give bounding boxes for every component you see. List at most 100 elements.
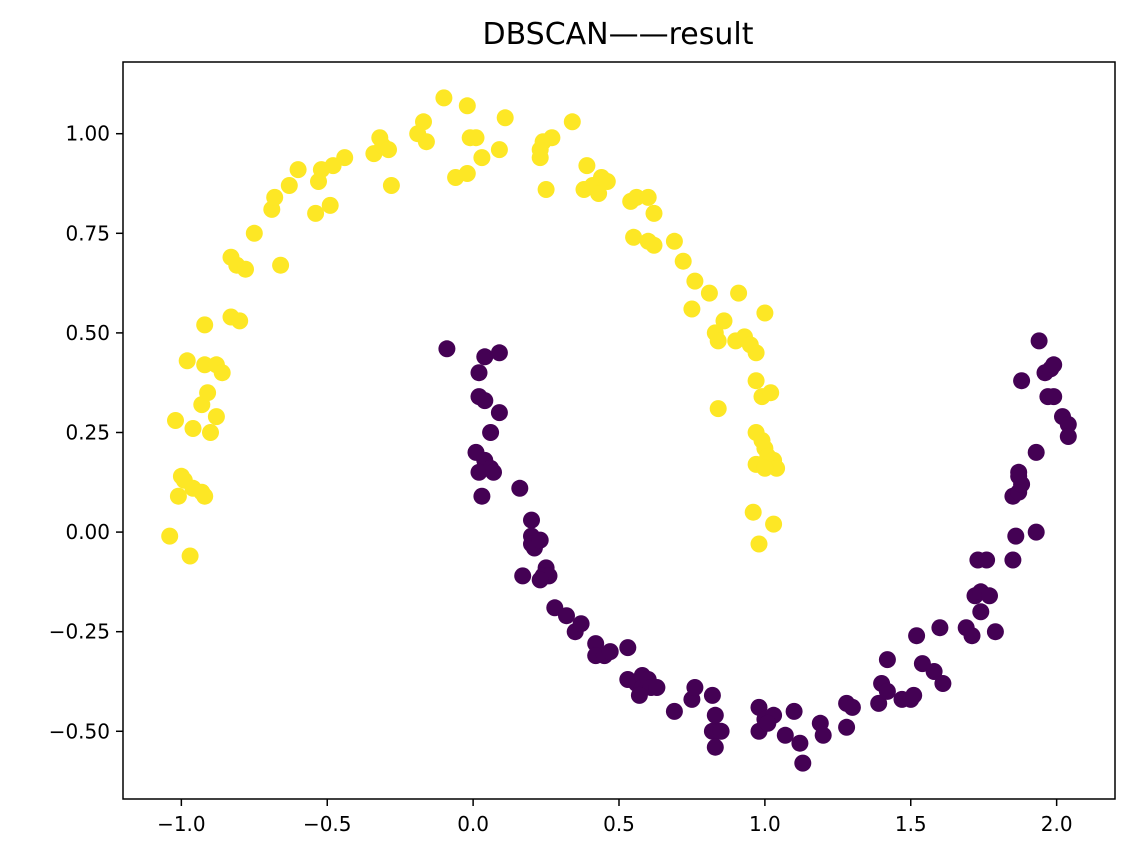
- scatter-point: [543, 129, 561, 147]
- scatter-point: [1013, 372, 1031, 390]
- scatter-point: [706, 738, 724, 756]
- scatter-point: [709, 332, 727, 350]
- scatter-point: [537, 181, 555, 198]
- scatter-point: [870, 694, 888, 712]
- scatter-point: [598, 173, 616, 190]
- scatter-point: [776, 726, 794, 744]
- scatter-point: [514, 567, 532, 585]
- scatter-point: [963, 627, 981, 645]
- scatter-point: [196, 356, 214, 374]
- scatter-point: [715, 312, 733, 330]
- scatter-point: [321, 196, 339, 214]
- scatter-point: [814, 726, 832, 744]
- scatter-point: [750, 535, 768, 553]
- scatter-point: [756, 304, 774, 322]
- x-tick-label: −0.5: [303, 812, 352, 836]
- scatter-point: [199, 384, 217, 402]
- scatter-point: [931, 619, 949, 637]
- scatter-point: [572, 615, 590, 633]
- scatter-point: [1030, 332, 1048, 350]
- scatter-point: [169, 487, 187, 505]
- x-tick-label: 1.0: [749, 812, 781, 836]
- scatter-point: [523, 511, 540, 529]
- scatter-point: [619, 639, 637, 657]
- chart-title: DBSCAN——result: [483, 17, 754, 52]
- scatter-point: [791, 734, 809, 752]
- scatter-point: [336, 149, 354, 167]
- y-tick-label: 0.50: [65, 321, 110, 345]
- scatter-point: [756, 459, 774, 477]
- scatter-point: [712, 722, 730, 740]
- scatter-point: [231, 312, 249, 330]
- scatter-point: [237, 260, 254, 278]
- scatter-point: [380, 141, 397, 159]
- y-tick-label: 0.00: [65, 520, 110, 544]
- scatter-point: [417, 133, 435, 151]
- scatter-point: [981, 587, 998, 605]
- scatter-point: [178, 352, 196, 370]
- plot-frame: [122, 61, 1116, 800]
- scatter-point: [590, 185, 608, 202]
- scatter-point: [470, 463, 488, 481]
- scatter-point: [978, 551, 996, 569]
- scatter-point: [476, 348, 494, 366]
- x-tick-label: 2.0: [1041, 812, 1073, 836]
- scatter-point: [196, 487, 214, 505]
- scatter-point: [925, 663, 943, 680]
- scatter-point: [558, 607, 575, 625]
- scatter-point: [1004, 551, 1022, 569]
- scatter-point: [476, 392, 494, 410]
- y-tick-label: 0.75: [65, 221, 110, 245]
- scatter-point: [665, 232, 683, 250]
- scatter-point: [765, 515, 783, 533]
- scatter-point: [709, 400, 727, 418]
- y-tick-label: −0.50: [49, 719, 110, 743]
- scatter-point: [665, 702, 683, 720]
- scatter-point: [531, 531, 549, 549]
- y-tick-label: 1.00: [65, 122, 110, 146]
- x-tick-label: 0.0: [457, 812, 489, 836]
- y-tick-label: 0.25: [65, 420, 110, 444]
- scatter-point: [490, 344, 508, 362]
- scatter-point: [245, 224, 263, 242]
- scatter-point: [986, 623, 1004, 641]
- scatter-point: [496, 109, 514, 127]
- scatter-point: [700, 284, 718, 302]
- scatter-point: [458, 165, 476, 182]
- scatter-point: [908, 627, 926, 645]
- scatter-point: [435, 89, 453, 107]
- scatter-point: [630, 686, 648, 704]
- x-axis: −1.0 −0.5 0.0 0.5 1.0 1.5 2.0: [157, 799, 1073, 836]
- scatter-point: [601, 643, 619, 661]
- scatter-point: [744, 503, 762, 521]
- scatter-point: [490, 141, 508, 159]
- scatter-point: [181, 547, 199, 565]
- scatter-point: [511, 479, 529, 497]
- scatter-point: [878, 651, 896, 669]
- scatter-point: [838, 718, 856, 736]
- scatter-point: [645, 236, 663, 254]
- scatter-point: [202, 424, 219, 441]
- scatter-point: [490, 404, 508, 422]
- scatter-point: [648, 679, 666, 696]
- scatter-point: [686, 679, 704, 696]
- scatter-point: [972, 603, 990, 621]
- scatter-point: [785, 702, 803, 720]
- scatter-point: [730, 284, 748, 302]
- scatter-point: [686, 272, 704, 290]
- scatter-point: [1059, 416, 1077, 433]
- scatter-point: [473, 487, 491, 505]
- scatter-point: [531, 149, 549, 167]
- scatter-point: [485, 463, 502, 481]
- scatter-point: [768, 459, 786, 477]
- scatter-point: [759, 714, 777, 732]
- scatter-point: [213, 364, 231, 382]
- y-tick-label: −0.25: [49, 620, 110, 644]
- scatter-point: [747, 372, 765, 390]
- scatter-point: [473, 149, 491, 167]
- x-tick-label: 1.5: [895, 812, 927, 836]
- scatter-point: [934, 675, 952, 692]
- scatter-point: [167, 412, 184, 429]
- scatter-point: [905, 686, 923, 704]
